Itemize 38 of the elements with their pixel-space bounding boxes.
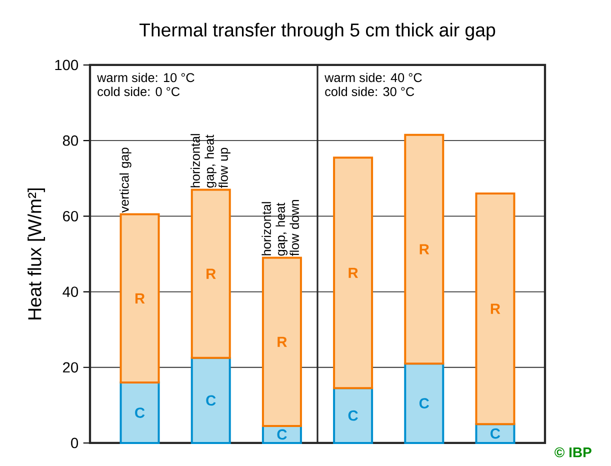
y-tick-label: 80: [62, 135, 78, 146]
y-axis-title: Heat flux [W/m²]: [28, 188, 45, 320]
series-label: R: [135, 293, 145, 304]
text: C: [135, 408, 145, 418]
text: C: [348, 410, 358, 421]
y-tick-label: 60: [63, 211, 78, 222]
bar: [333, 156, 374, 390]
text: © IBP: [554, 447, 592, 458]
bar: [475, 192, 516, 426]
y-tick-label: 20: [63, 362, 78, 373]
chart-title: Thermal transfer through 5 cm thick air gap: [139, 22, 496, 40]
annotation: cold side: 30 °C: [325, 86, 414, 96]
text: R: [278, 336, 287, 347]
bar: [190, 356, 231, 444]
x-tick-label: vertical gap: [120, 148, 132, 213]
text: R: [348, 268, 358, 278]
y-tick-label: 100: [55, 60, 78, 70]
text: R: [490, 304, 500, 314]
y-tick-label: 40: [62, 286, 78, 297]
series-label: C: [277, 429, 287, 440]
x-tick-label: horizontal gap, heat flow up: [190, 134, 230, 188]
text: C: [490, 428, 500, 439]
annotation: warm side: 10 °C: [97, 72, 194, 82]
bar: [404, 362, 444, 444]
annotation: cold side: 0 °C: [98, 86, 180, 96]
text: R: [420, 244, 430, 254]
text: C: [206, 395, 216, 406]
annotation: warm side: 40 °C: [324, 72, 422, 82]
text: R: [206, 268, 216, 279]
text: C: [419, 398, 430, 408]
bar: [262, 256, 302, 427]
bar: [333, 387, 374, 444]
x-tick-label: horizontal gap, heat flow down: [262, 200, 299, 256]
y-tick-label: 0: [71, 438, 78, 448]
bar: [190, 188, 231, 359]
bar: [404, 134, 444, 365]
bar: [120, 382, 160, 444]
bar: [120, 213, 160, 384]
